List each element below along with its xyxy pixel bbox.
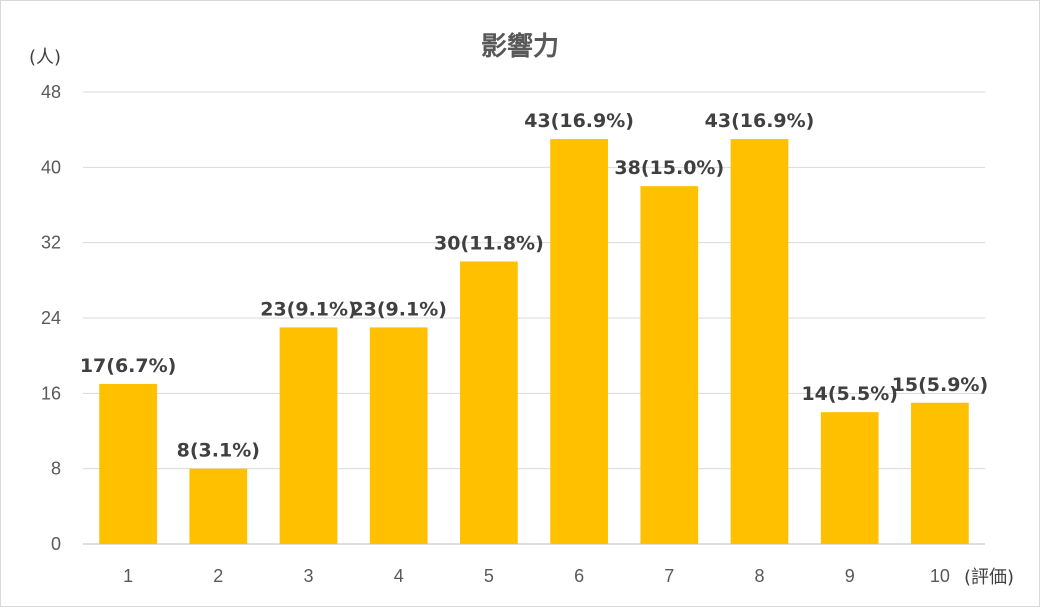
data-label: 38(15.0%): [614, 157, 724, 179]
x-tick-label: 4: [394, 566, 404, 586]
data-label: 17(6.7%): [80, 355, 177, 377]
data-label: 23(9.1%): [260, 298, 357, 320]
chart-title: 影響力: [481, 31, 559, 62]
x-tick-label: 5: [484, 566, 494, 586]
data-label: 23(9.1%): [350, 298, 447, 320]
y-tick-label: 32: [41, 233, 61, 253]
y-tick-label: 8: [51, 459, 61, 479]
y-tick-label: 40: [41, 157, 61, 177]
bars: [99, 139, 969, 545]
x-tick-label: 2: [213, 566, 223, 586]
bar: [820, 412, 879, 544]
x-tick-labels: 1 2 3 4 5 6 7 8 9 10: [123, 566, 950, 586]
x-tick-label: 9: [845, 566, 855, 586]
y-tick-labels: 0 8 16 24 32 40 48: [41, 82, 61, 554]
bar: [279, 327, 338, 544]
x-tick-label: 10: [930, 566, 950, 586]
bar: [460, 261, 518, 544]
x-tick-label: 3: [303, 566, 313, 586]
data-label: 43(16.9%): [705, 110, 815, 132]
y-tick-label: 16: [41, 383, 61, 403]
bar: [550, 139, 608, 545]
data-label: 14(5.5%): [801, 383, 898, 405]
data-label: 15(5.9%): [892, 374, 989, 396]
y-tick-label: 0: [51, 534, 61, 554]
bar: [99, 383, 157, 544]
bar: [189, 468, 248, 544]
bar: [369, 327, 428, 544]
x-tick-label: 7: [664, 566, 674, 586]
bar: [730, 139, 789, 545]
x-tick-label: 8: [754, 566, 764, 586]
bar: [911, 402, 969, 544]
data-label: 8(3.1%): [177, 440, 260, 462]
x-tick-label: 6: [574, 566, 584, 586]
bar: [640, 186, 699, 544]
data-label: 30(11.8%): [434, 233, 544, 255]
data-label: 43(16.9%): [524, 110, 634, 132]
y-tick-label: 48: [41, 82, 61, 102]
y-tick-label: 24: [41, 308, 61, 328]
data-labels: 17(6.7%) 8(3.1%) 23(9.1%)23(9.1%) 30(11.8%)…: [80, 110, 988, 462]
y-axis-unit: (人): [29, 47, 61, 68]
x-tick-label: 1: [123, 566, 133, 586]
x-axis-unit: (評価): [964, 567, 1014, 588]
